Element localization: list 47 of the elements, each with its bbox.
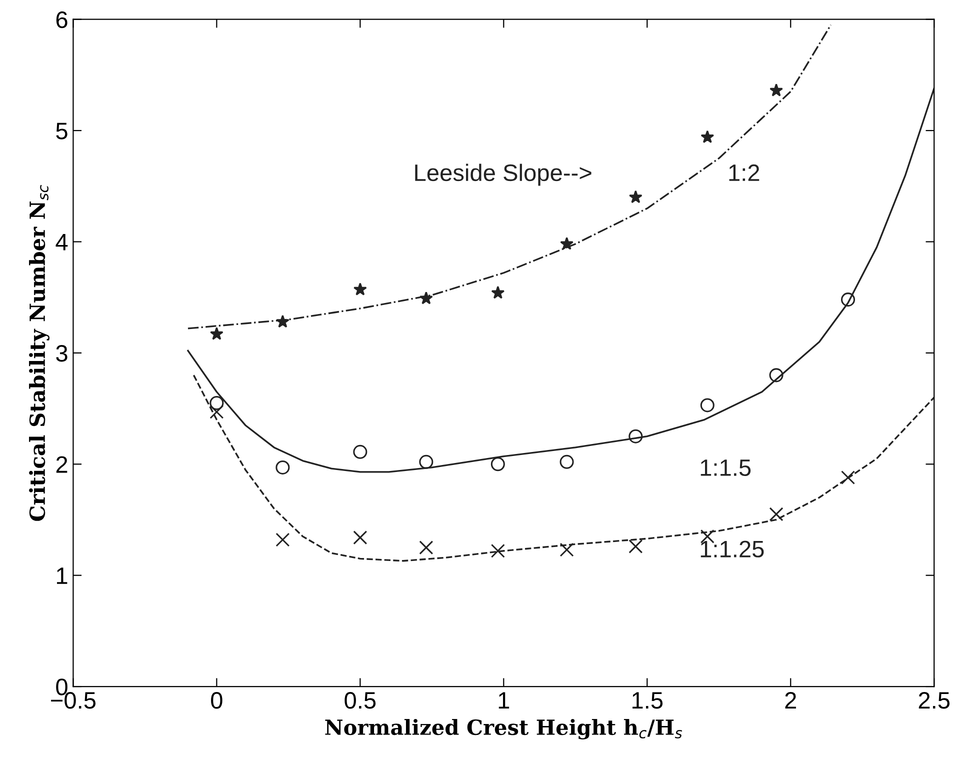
point [628,190,642,204]
point [628,539,643,554]
point [628,429,643,444]
point [490,457,505,472]
y-tick-label: 6 [56,11,68,28]
point [276,460,290,474]
point [210,396,224,410]
point [353,282,367,296]
annotation: Leeside Slope--> [415,164,592,186]
y-axis-title: Critical Stability Number N$_{sc}$ [29,185,50,521]
point [353,530,368,545]
x-tick-label: 1 [498,692,510,709]
x-tick-label: 0.5 [344,692,376,709]
point [276,532,290,547]
point [841,292,856,307]
annotation: 1:2 [729,164,760,181]
point [841,470,856,484]
point [769,368,784,382]
y-tick-label: 1 [56,568,68,584]
point [490,544,505,558]
point [276,314,290,328]
y-tick-label: 2 [56,456,68,473]
point [560,236,574,250]
point [700,398,714,412]
point [700,130,714,144]
y-tick-label: 4 [56,234,68,250]
point [419,291,433,304]
x-tick-label: 2.5 [918,692,950,709]
point [769,507,784,522]
point [770,84,783,96]
point [419,540,434,555]
x-tick-label: 1.5 [632,692,663,709]
x-tick-label: 2 [785,692,796,709]
point [560,542,574,557]
point [210,404,224,419]
y-tick-label: 5 [56,122,68,140]
x-axis-title: Normalized Crest Height h$_{c}$/H$_{s}$ [325,718,682,740]
point [419,454,434,469]
annotation: 1:1.25 [700,540,764,558]
line-series [192,374,934,562]
point [491,286,505,299]
annotation: 1:1.5 [700,460,751,476]
point [353,444,368,459]
y-tick-label: 3 [56,345,68,362]
point [210,327,224,340]
x-tick-label: 0 [211,692,222,709]
point [560,454,574,469]
